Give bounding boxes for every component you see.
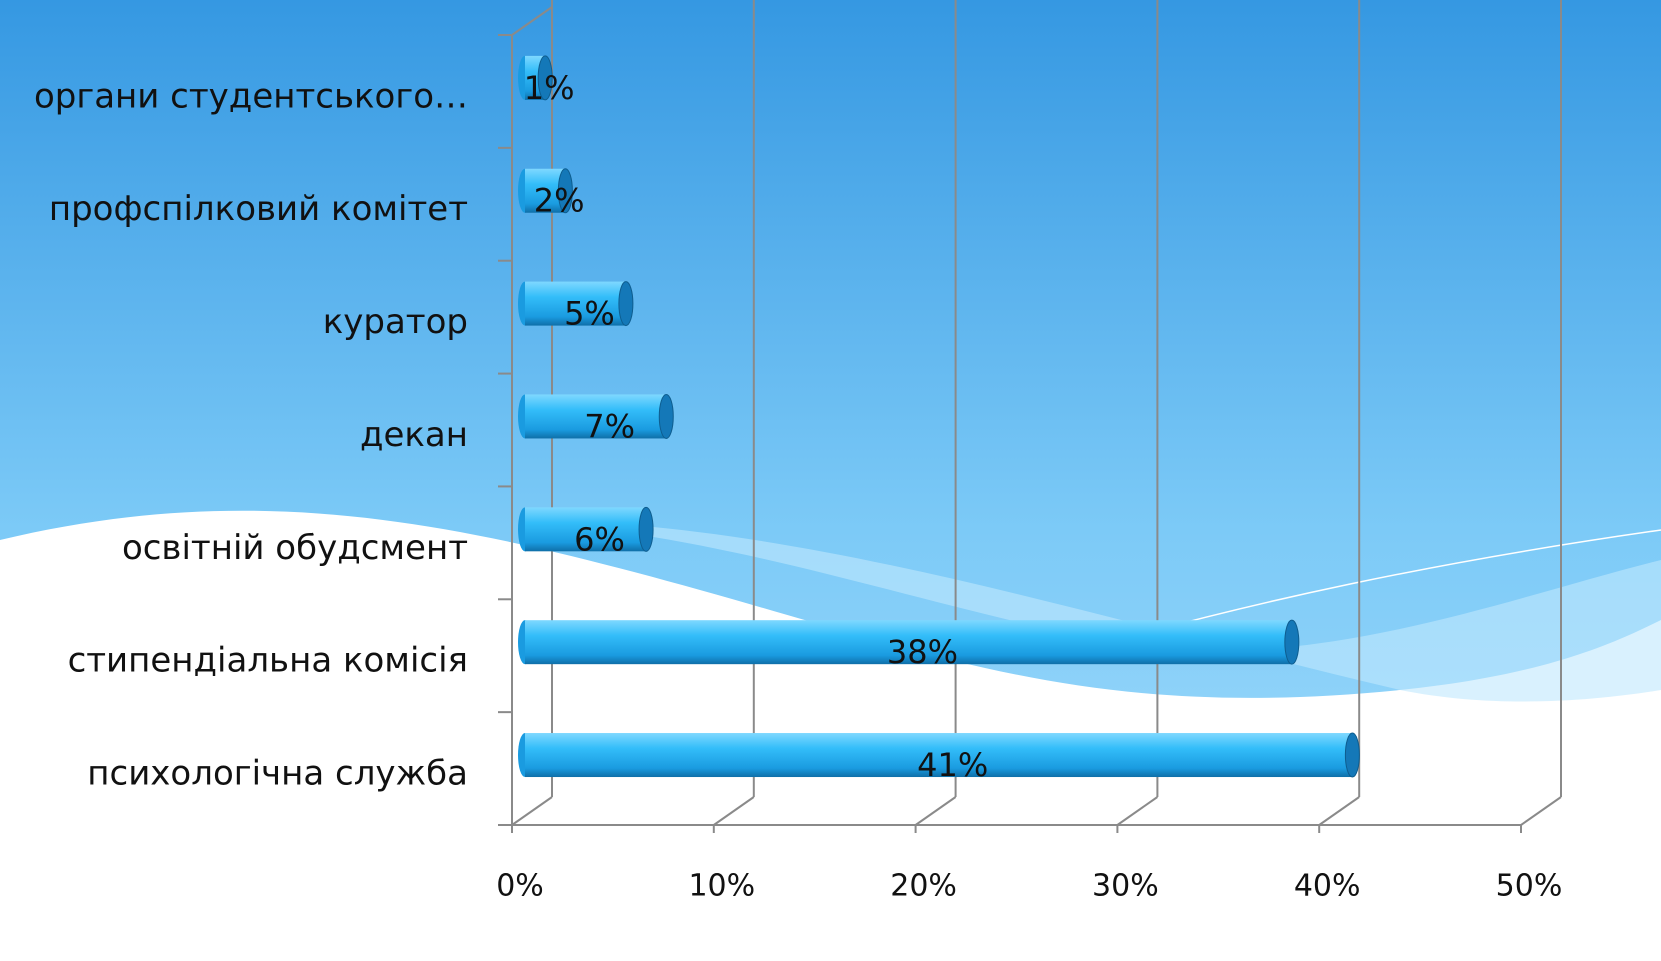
bar-cap [537,55,553,101]
y-tick-label: освітній обудсмент [122,528,468,568]
y-tick-label: психологічна служба [87,754,468,794]
grid-line [511,796,553,826]
y-tick-label: куратор [323,302,468,342]
grid-line [713,796,755,826]
x-tick-label: 20% [890,869,957,904]
bar [525,394,667,439]
bar [525,733,1353,778]
bar [525,507,647,552]
axis-line [511,6,553,36]
bar-cap [1284,619,1300,665]
x-tick-label: 40% [1294,869,1361,904]
grid-line [1116,796,1158,826]
y-tick-label: профспілковий комітет [49,189,468,229]
y-tick-label: стипендіальна комісія [68,641,468,681]
x-tick-label: 0% [496,869,544,904]
data-label: 2% [534,182,585,220]
bar-cap [638,506,654,552]
grid-line [915,796,957,826]
bar-cap [618,281,634,327]
bar-cap [1344,732,1360,778]
data-label: 1% [524,69,575,107]
data-label: 6% [574,520,625,558]
grid-line [1520,796,1562,826]
x-tick-label: 50% [1496,869,1563,904]
bar [525,620,1292,665]
x-tick-label: 10% [688,869,755,904]
data-label: 7% [584,407,635,445]
y-tick-label: декан [360,415,468,455]
bar [525,281,626,326]
data-label: 5% [564,295,615,333]
bar-cap [658,393,674,439]
wave-accent [520,520,1661,702]
data-label: 41% [917,746,988,784]
y-tick-label: органи студентського… [34,76,468,116]
bar-cap [557,168,573,214]
grid-line [1318,796,1360,826]
data-label: 38% [887,633,958,671]
x-tick-label: 30% [1092,869,1159,904]
